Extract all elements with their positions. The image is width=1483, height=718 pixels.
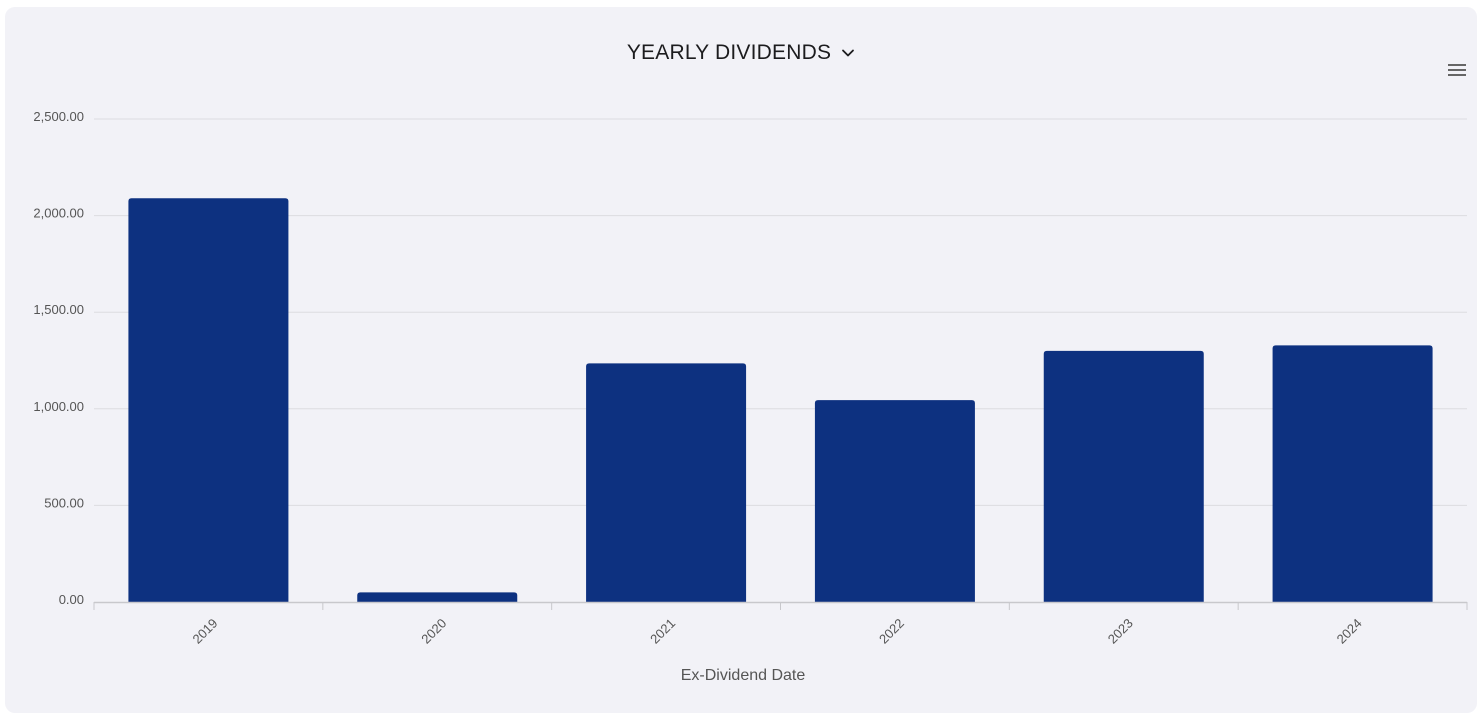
x-tick-label: 2019	[189, 616, 220, 647]
x-tick-label: 2021	[647, 616, 678, 647]
bars	[128, 198, 1433, 602]
x-tick-label: 2023	[1105, 616, 1136, 647]
bar-2024[interactable]	[1272, 345, 1433, 602]
bar-2020[interactable]	[357, 592, 518, 602]
chart-title-dropdown[interactable]: YEARLY DIVIDENDS	[627, 41, 855, 65]
chevron-down-icon	[842, 49, 855, 57]
x-tick-label: 2020	[418, 616, 449, 647]
y-tick-label: 0.00	[59, 592, 84, 607]
x-tick-label: 2022	[876, 616, 907, 647]
y-tick-label: 2,000.00	[33, 206, 84, 221]
y-tick-label: 1,500.00	[33, 302, 84, 317]
chart-header: YEARLY DIVIDENDS	[5, 41, 1477, 65]
chart-title: YEARLY DIVIDENDS	[626, 41, 832, 64]
bar-2022[interactable]	[814, 400, 975, 602]
grid-lines	[94, 118, 1467, 506]
y-tick-label: 1,000.00	[33, 399, 84, 414]
x-tick-label: 2024	[1334, 616, 1365, 647]
x-axis-label: Ex-Dividend Date	[681, 667, 806, 684]
hamburger-menu-icon[interactable]	[1446, 62, 1468, 80]
bar-2023[interactable]	[1043, 350, 1204, 602]
x-axis	[93, 601, 1468, 610]
x-axis-ticks: 2019 2020 2021 2022 2023 2024	[189, 616, 1364, 647]
y-axis-ticks: 0.00 500.00 1,000.00 1,500.00 2,000.00 2,500.…	[33, 109, 84, 607]
y-tick-label: 2,500.00	[33, 109, 84, 124]
bar-2019[interactable]	[128, 198, 289, 602]
bar-2021[interactable]	[586, 363, 747, 602]
y-tick-label: 500.00	[44, 495, 84, 510]
